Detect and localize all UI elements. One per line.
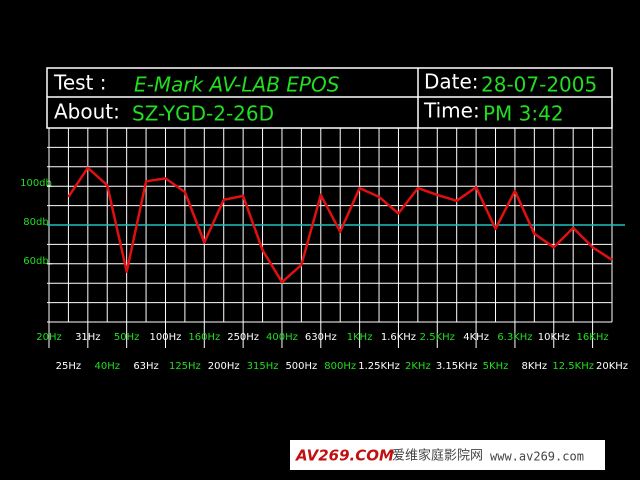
- x-tick-label: 20KHz: [596, 361, 628, 372]
- x-tick-label: 50Hz: [114, 332, 140, 343]
- x-tick-label: 800Hz: [324, 361, 356, 372]
- watermark-site: 爱维家庭影院网: [392, 448, 483, 464]
- y-tick-label: 80db: [23, 217, 48, 228]
- y-tick-label: 100db: [20, 178, 52, 189]
- x-tick-label: 4KHz: [463, 332, 489, 343]
- watermark-logo: AV269.COM: [295, 447, 394, 465]
- watermark-url: www.av269.com: [490, 450, 584, 464]
- x-tick-label: 20Hz: [36, 332, 62, 343]
- x-tick-label: 160Hz: [188, 332, 220, 343]
- x-tick-label: 40Hz: [94, 361, 120, 372]
- x-tick-label: 125Hz: [169, 361, 201, 372]
- x-tick-label: 8KHz: [521, 361, 547, 372]
- x-tick-label: 25Hz: [56, 361, 82, 372]
- x-tick-label: 2.5KHz: [420, 332, 455, 343]
- x-tick-label: 630Hz: [305, 332, 337, 343]
- x-tick-label: 500Hz: [285, 361, 317, 372]
- x-tick-label: 1KHz: [347, 332, 373, 343]
- watermark-band: [290, 440, 605, 470]
- x-tick-label: 63Hz: [133, 361, 159, 372]
- x-tick-label: 31Hz: [75, 332, 101, 343]
- x-tick-label: 1.25KHz: [358, 361, 400, 372]
- date-value: 28-07-2005: [481, 73, 597, 97]
- test-value: E-Mark AV-LAB EPOS: [134, 73, 340, 97]
- x-tick-label: 250Hz: [227, 332, 259, 343]
- about-label: About:: [54, 100, 120, 124]
- test-label: Test :: [53, 71, 106, 95]
- about-value: SZ-YGD-2-26D: [132, 102, 274, 126]
- time-value: PM 3:42: [483, 102, 564, 126]
- x-tick-label: 3.15KHz: [436, 361, 478, 372]
- x-tick-label: 400Hz: [266, 332, 298, 343]
- y-tick-label: 60db: [23, 256, 48, 267]
- date-label: Date:: [424, 70, 479, 94]
- x-tick-label: 16KHz: [577, 332, 609, 343]
- x-tick-label: 6.3KHz: [497, 332, 532, 343]
- x-tick-label: 12.5KHz: [552, 361, 594, 372]
- x-tick-label: 5KHz: [483, 361, 509, 372]
- x-tick-label: 315Hz: [247, 361, 279, 372]
- x-tick-label: 100Hz: [150, 332, 182, 343]
- x-tick-label: 200Hz: [208, 361, 240, 372]
- time-label: Time:: [423, 99, 480, 123]
- x-tick-label: 10KHz: [538, 332, 570, 343]
- response-line: [67, 166, 613, 284]
- x-tick-label: 1.6KHz: [381, 332, 416, 343]
- x-tick-label: 2KHz: [405, 361, 431, 372]
